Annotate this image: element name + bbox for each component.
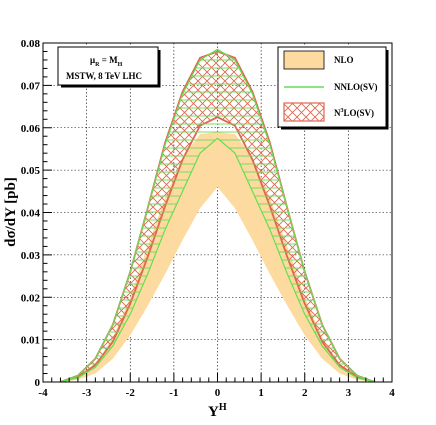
x-tick-label-6: 2 [302,387,308,399]
info-mu: μ [90,55,95,65]
legend-label-n3lo: N3LO(SV) [334,108,374,118]
y-tick-label-1: 0.01 [21,335,40,347]
x-tick-label-5: 1 [258,387,264,399]
info-line-2: MSTW, 8 TeV LHC [66,71,142,81]
legend-label-n3lo-main: N [334,108,341,118]
nnlo-upper-edge [60,48,375,382]
legend-swatch-nlo [283,50,325,70]
y-tick-label-6: 0.06 [21,123,41,135]
y-tick-labels: 0 0.01 0.02 0.03 0.04 0.05 0.06 0.07 0.08 [21,38,41,389]
x-axis-title: YH [208,402,227,420]
legend: NLO NNLO(SV) N3LO(SV) [277,46,389,130]
legend-label-nlo: NLO [334,55,354,65]
y-tick-label-7: 0.07 [21,80,41,92]
legend-label-n3lo-rest: LO(SV) [344,108,375,118]
y-tick-label-2: 0.02 [21,292,41,304]
y-tick-label-0: 0 [35,377,41,389]
y-tick-label-4: 0.04 [21,208,41,220]
y-tick-label-8: 0.08 [21,38,41,50]
legend-label-n3lo-sup: 3 [341,108,344,114]
info-sub-h: H [118,62,123,68]
info-box: μR = MH MSTW, 8 TeV LHC [57,46,161,88]
x-tick-labels: -4 -3 -2 -1 0 1 2 3 4 [38,387,395,399]
info-sub-r: R [95,62,100,68]
x-tick-label-4: 0 [215,387,221,399]
legend-swatch-n3lo [283,102,325,122]
x-tick-label-3: -1 [169,387,178,399]
info-line-1: μR = MH [90,55,123,68]
x-axis-title-main: Y [208,404,219,420]
nnlo-band [60,49,375,382]
axis-ticks [42,42,393,383]
y-tick-label-5: 0.05 [21,165,41,177]
legend-label-nnlo: NNLO(SV) [334,82,378,92]
x-tick-label-1: -3 [82,387,92,399]
x-tick-label-2: -2 [126,387,136,399]
y-tick-label-3: 0.03 [21,250,41,262]
nlo-band [60,131,375,382]
x-tick-label-7: 3 [346,387,352,399]
y-axis-title: dσ/dY [pb] [3,177,19,247]
x-axis-title-sup: H [219,402,227,413]
nnlo-lower-edge [60,137,375,382]
x-tick-label-8: 4 [389,387,395,399]
info-eq: = M [99,55,118,65]
x-tick-label-0: -4 [38,387,48,399]
